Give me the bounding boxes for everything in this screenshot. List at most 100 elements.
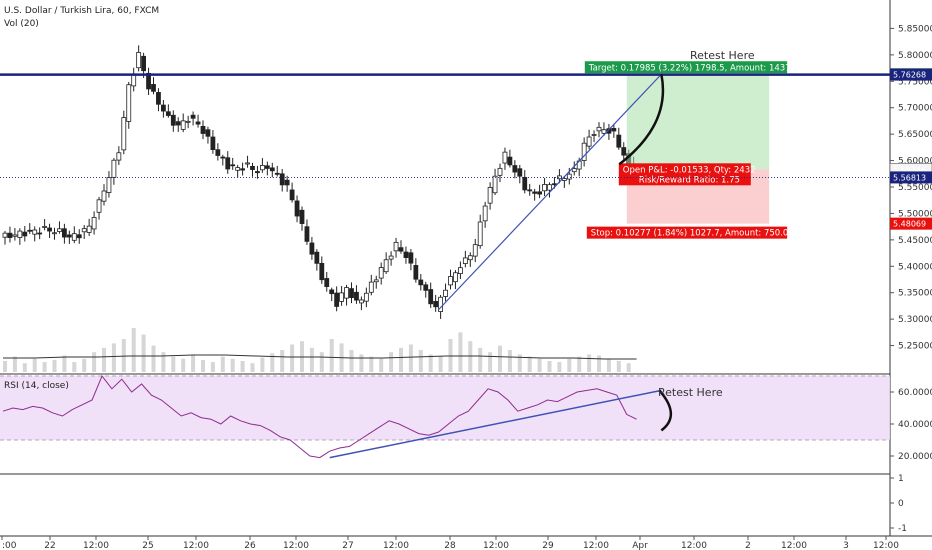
volume-bar [171,356,176,372]
candle-up [42,226,47,228]
candle-down [319,262,325,281]
candle-up [344,287,349,299]
candle-down [269,167,275,172]
candle-down [299,209,305,224]
candle-up [467,255,473,261]
candle-up [368,281,374,293]
price-axis-label: 5.70000 [898,104,932,114]
candle-down [507,156,513,166]
candle-down [27,229,33,232]
candle-up [57,228,62,232]
volume-bar [547,361,552,372]
candle-down [398,247,404,252]
candle-up [2,232,8,238]
time-axis-label: 12:00 [283,541,309,550]
price-axis-label: 5.45000 [898,236,932,246]
volume-bar [161,352,166,372]
volume-bar [121,339,126,372]
candle-up [12,234,18,237]
volume-bar [32,358,37,372]
volume-bar [606,358,611,372]
volume-bar [369,356,374,372]
candle-up [581,142,587,161]
candle-up [116,152,122,161]
candle-up [542,184,547,192]
time-axis-label: 22 [44,541,55,550]
volume-bar [201,359,205,372]
candle-down [611,127,617,132]
volume-bar [309,347,314,372]
time-axis-label: 12:00 [781,541,807,550]
volume-bar [438,356,443,372]
candle-up [363,292,369,302]
rsi-trendline [329,389,662,459]
time-axis-label: 29 [542,541,554,550]
candle-up [591,134,597,136]
target-label-box [584,61,788,74]
volume-bar [507,350,512,372]
volume-bar [389,352,394,372]
price-tag-label: 5.76268 [893,71,926,80]
candle-down [240,168,246,171]
time-axis-label: 28 [444,541,456,550]
candle-down [225,157,231,170]
volume-bar [498,345,502,372]
candle-down [552,183,557,186]
volume-bar [597,355,601,372]
price-axis-label: 5.30000 [898,315,932,325]
candle-up [457,267,463,274]
candle-up [358,299,364,304]
candle-up [571,168,577,173]
candle-down [47,227,52,232]
volume-bar [527,356,532,372]
candle-down [537,191,542,195]
volume-bar [42,362,47,372]
volume-bar [379,358,384,372]
candle-up [180,120,186,130]
time-axis-label: 12:00 [873,541,899,550]
candle-up [438,296,444,312]
price-tag-label: 5.56813 [893,173,926,182]
candle-down [517,168,523,177]
candle-up [462,257,468,264]
volume-bar [359,354,364,372]
price-tag-label: 5.58346 [893,165,926,174]
candle-up [393,241,399,252]
price-tag-label: 5.48069 [893,220,926,229]
volume-bar [567,358,572,372]
candle-up [126,84,132,122]
volume-bar [230,358,235,372]
time-axis-label: 12:00 [483,541,509,550]
price-axis-label: 5.65000 [898,130,932,140]
candle-up [235,167,241,171]
volume-bar [141,334,146,372]
rsi-band [0,376,890,440]
volume-bar [22,363,27,372]
volume-bar [181,358,186,372]
candle-up [502,151,508,164]
price-axis-label: 5.85000 [898,24,932,34]
volume-bar [418,350,423,372]
volume-bar [428,354,433,372]
candle-up [259,165,265,171]
price-axis-label: 5.35000 [898,289,932,299]
candle-down [195,121,201,125]
volume-bar [468,341,473,372]
price-axis-label: 5.40000 [898,262,932,272]
time-axis-label: 12:00 [681,541,707,550]
volume-bar [349,350,354,372]
volume-bar [537,358,542,372]
candle-down [527,189,533,192]
volume-bar [151,345,156,372]
candle-down [205,129,211,137]
candle-up [81,228,87,233]
candle-down [522,176,528,191]
candle-up [373,279,379,283]
rsi-axis-label: 60.0000 [898,388,932,398]
volume-bar [62,355,67,372]
time-axis-label: 25 [142,541,153,550]
candle-up [443,289,448,297]
target-label: Target: 0.17985 (3.22%) 1798.5, Amount: … [588,63,799,73]
risk-reward-label: Risk/Reward Ratio: 1.75 [639,175,740,185]
